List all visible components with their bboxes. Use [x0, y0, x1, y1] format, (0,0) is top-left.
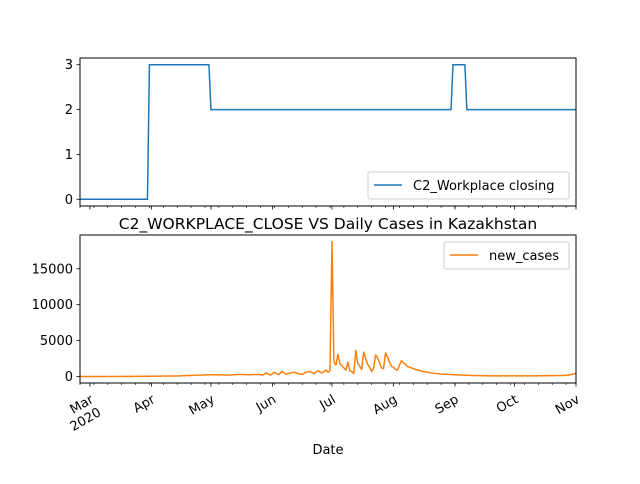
bottom-y-tick-label: 5000	[40, 334, 73, 349]
bottom-legend: new_cases	[443, 241, 570, 270]
top-y-tick-label: 3	[65, 58, 73, 73]
top-panel: 0 1 2 3 C2_Workplace closing	[65, 57, 577, 210]
bottom-legend-label: new_cases	[489, 249, 559, 264]
bottom-plot-frame	[79, 234, 577, 384]
top-y-tick-label: 0	[65, 193, 73, 208]
bottom-y-tick-label: 0	[65, 370, 73, 385]
bottom-y-tick-label: 10000	[32, 298, 73, 313]
top-series-layer	[80, 63, 576, 201]
bottom-x-axis-label: Date	[312, 443, 343, 458]
bottom-y-axis: 0 5000 10000 15000	[32, 262, 80, 385]
bottom-y-tick-label: 15000	[32, 262, 73, 277]
bottom-legend-box	[443, 241, 570, 270]
top-series-line	[80, 63, 576, 201]
top-y-tick-label: 1	[65, 148, 73, 163]
top-legend-label: C2_Workplace closing	[413, 179, 554, 194]
top-y-axis: 0 1 2 3	[65, 58, 80, 208]
bottom-x-tick-label-group: Jul	[317, 392, 339, 413]
bottom-x-tick-label: Jul	[317, 392, 339, 413]
bottom-chart-title: C2_WORKPLACE_CLOSE VS Daily Cases in Kaz…	[119, 215, 537, 234]
top-y-tick-label: 2	[65, 103, 73, 118]
top-legend: C2_Workplace closing	[367, 171, 570, 200]
top-x-axis	[79, 206, 577, 210]
top-plot-frame	[79, 57, 577, 207]
bottom-series-line	[79, 240, 577, 378]
bottom-series-layer	[79, 240, 577, 378]
top-legend-box	[367, 171, 570, 200]
